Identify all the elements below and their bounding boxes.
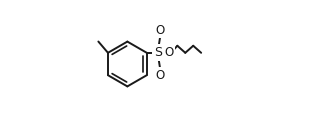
Text: S: S [154, 46, 162, 59]
Text: O: O [165, 46, 174, 59]
Text: O: O [155, 69, 164, 82]
Text: O: O [155, 24, 164, 37]
